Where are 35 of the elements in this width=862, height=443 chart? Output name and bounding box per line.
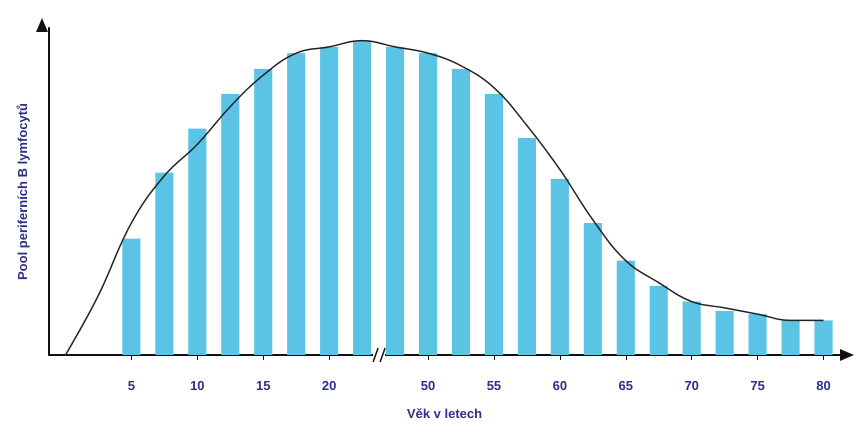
bar [616, 260, 635, 355]
x-tick-label: 15 [256, 378, 270, 393]
x-tick-label: 50 [420, 378, 436, 393]
bar [748, 314, 767, 355]
x-axis-title: Věk v letech [406, 406, 482, 421]
bar [254, 68, 272, 355]
x-tick-label: 70 [684, 378, 699, 393]
bar [320, 46, 338, 355]
bar [418, 53, 438, 355]
bar [716, 310, 734, 355]
bar [814, 320, 833, 355]
bar [550, 178, 569, 355]
bar [452, 68, 470, 355]
bar [386, 46, 404, 355]
x-tick-label: 5 [128, 378, 136, 393]
x-tick-label: 10 [190, 378, 205, 393]
bar [650, 286, 668, 355]
bar [122, 238, 140, 355]
bar [584, 222, 602, 355]
x-tick-label: 80 [816, 378, 831, 393]
bar [518, 138, 536, 355]
x-tick-label: 65 [618, 378, 634, 393]
bar [188, 128, 206, 355]
bar [287, 53, 306, 355]
bar [155, 172, 174, 355]
x-tick-label: 55 [486, 378, 502, 393]
y-axis-title: Pool periferních B lymfocytů [15, 102, 30, 280]
bar [682, 302, 701, 355]
bar [782, 320, 800, 355]
bar [353, 40, 372, 355]
x-tick-label: 20 [322, 378, 336, 393]
bar [484, 94, 503, 355]
x-tick-label: 75 [750, 378, 765, 393]
bar [221, 94, 240, 355]
x-tick-label: 60 [552, 378, 568, 393]
